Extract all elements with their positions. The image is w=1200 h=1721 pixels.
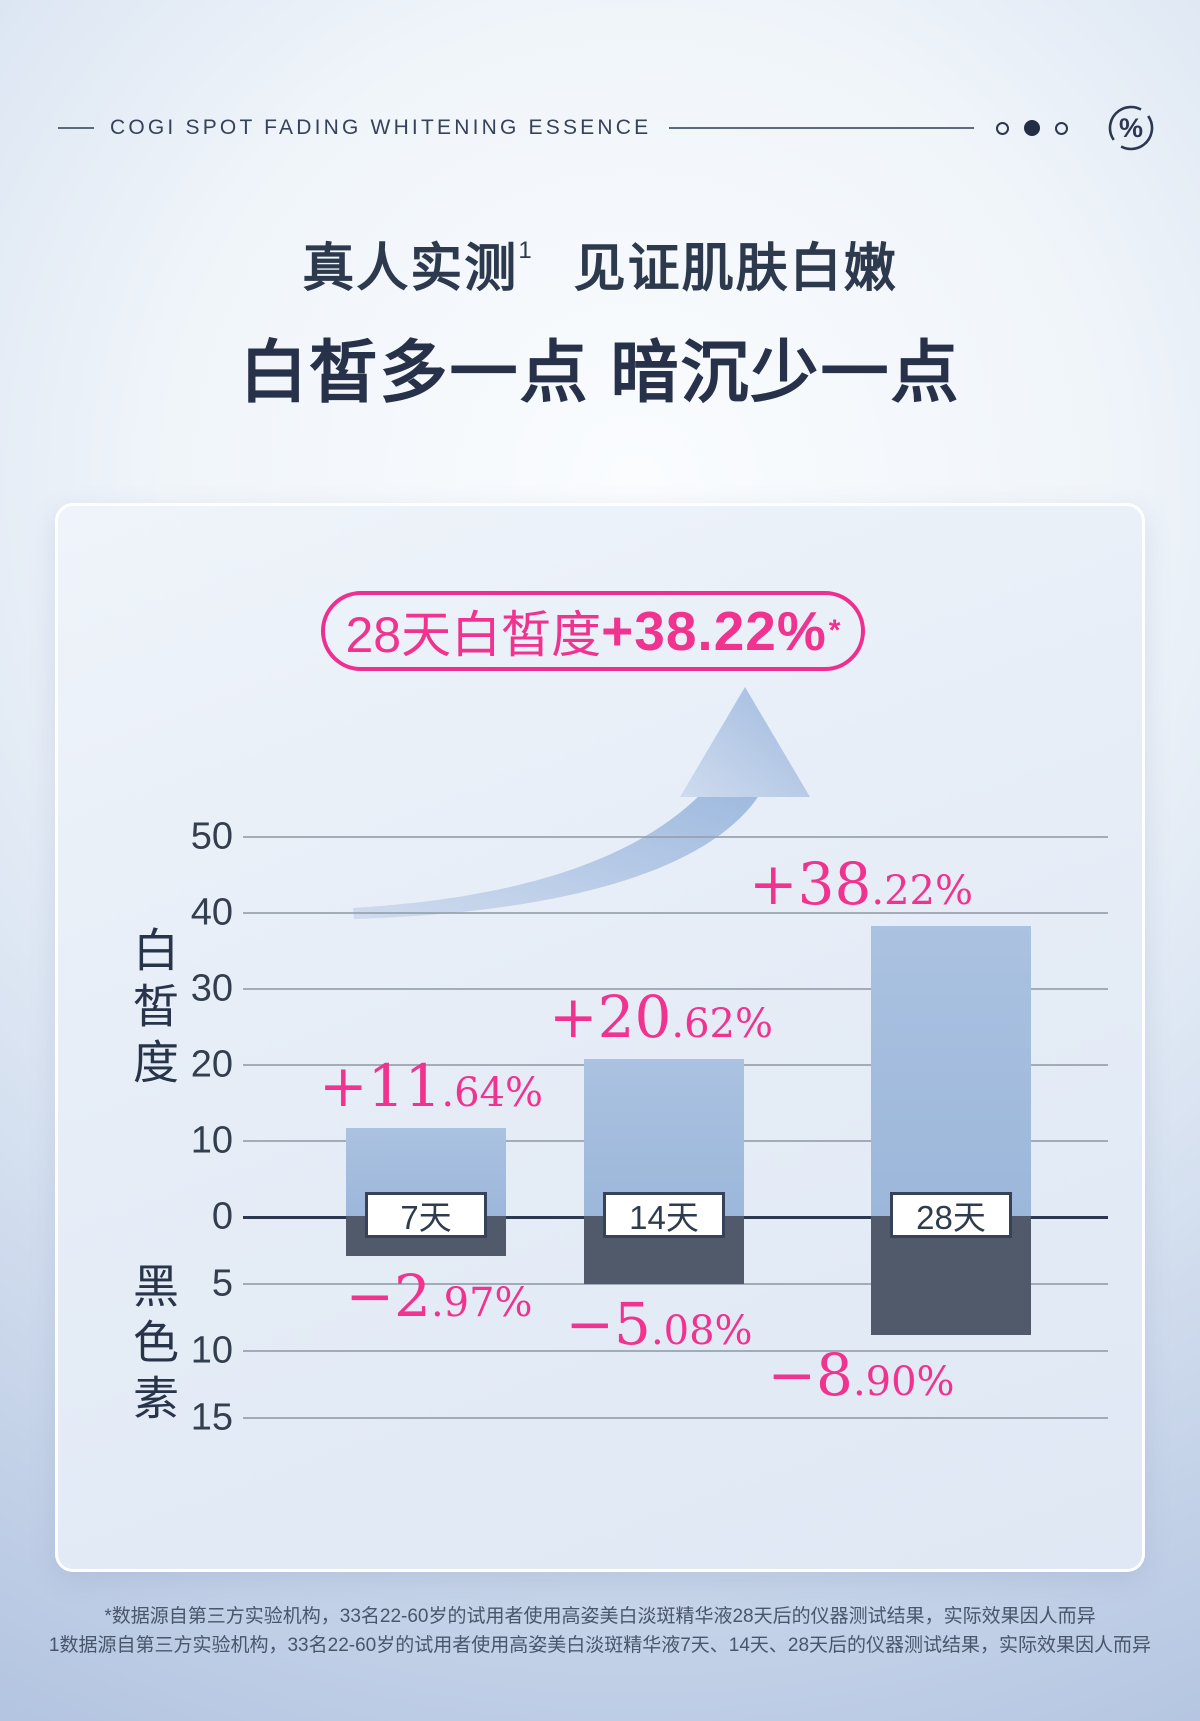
value-small: .08% [650,1308,753,1355]
melanin-value-label: −5.08% [565,1290,752,1358]
header-left-dash [58,127,94,129]
y-axis-tick: 15 [190,1396,233,1439]
category-label-7天: 7天 [365,1192,487,1238]
whiteness-value-label: +11.64% [319,1052,543,1120]
result-card: 28天白皙度 +38.22% * 白皙度 黑色素 50 40 30 20 10 0 5 10 15 +… [55,503,1145,1572]
hero-title-main: 真人实测 [302,240,519,298]
pager-dot-outline [996,121,1009,135]
hero-title-sup: 1 [518,237,534,264]
footnotes: *数据源自第三方实验机构，33名22-60岁的试用者使用高姿美白淡斑精华液28天… [0,1602,1200,1660]
hero-title-rest: 见证肌肤白嫩 [573,240,898,298]
melanin-value-label: −8.90% [767,1341,954,1409]
badge-asterisk: * [828,614,841,647]
whiteness-value-label: +38.22% [749,850,973,918]
melanin-value-label: −2.97% [345,1262,532,1330]
gridline [243,988,1108,990]
percent-glyph: % [1119,113,1143,143]
hero: 真人实测1 见证肌肤白嫩 白皙多一点 暗沉少一点 [0,226,1200,416]
y-axis-tick: 30 [190,967,233,1010]
value-small: .64% [441,1069,544,1116]
pager-dot-filled [1024,120,1040,136]
category-label-28天: 28天 [890,1192,1012,1238]
brand-line: COGI SPOT FADING WHITENING ESSENCE [110,116,652,139]
value-big: −5 [565,1290,651,1359]
y-axis-tick: 20 [190,1043,233,1086]
pager-dots [996,120,1068,136]
footnote-line-1: *数据源自第三方实验机构，33名22-60岁的试用者使用高姿美白淡斑精华液28天… [104,1606,1096,1627]
badge-value: +38.22% [601,600,827,662]
gridline [243,1417,1108,1419]
category-label-14天: 14天 [603,1192,725,1238]
value-small: .90% [852,1359,955,1406]
whiteness-value-label: +20.62% [549,983,773,1051]
result-badge: 28天白皙度 +38.22% * [321,591,865,671]
value-big: −2 [345,1261,431,1330]
y-axis-tick: 10 [190,1119,233,1162]
value-big: +20 [548,983,672,1052]
value-small: .62% [671,1001,774,1048]
percent-badge-icon: % [1108,105,1154,151]
y-axis-tick: 0 [211,1195,233,1238]
value-small: .97% [430,1279,533,1326]
hero-subtitle: 白皙多一点 暗沉少一点 [239,335,961,411]
value-small: .22% [871,867,974,914]
bar-whiteness-14天 [584,1059,744,1216]
header: COGI SPOT FADING WHITENING ESSENCE % [58,105,1156,151]
y-axis-tick: 50 [190,815,233,858]
badge-prefix: 28天白皙度 [345,607,602,663]
hero-title: 真人实测1 见证肌肤白嫩 [0,226,1200,301]
gridline [243,912,1108,914]
y-axis-tick: 10 [190,1329,233,1372]
gridline [243,836,1108,838]
value-big: +38 [748,849,872,918]
bar-whiteness-28天 [871,925,1031,1216]
gridline [243,1350,1108,1352]
y-axis-tick: 5 [211,1262,233,1305]
header-rule [669,127,974,129]
value-big: +11 [318,1051,442,1120]
y-axis-top-title: 白皙度 [127,926,179,1094]
y-axis-tick: 40 [190,891,233,934]
y-axis-bottom-title: 黑色素 [127,1262,179,1430]
value-big: −8 [767,1341,853,1410]
footnote-line-2: 1数据源自第三方实验机构，33名22-60岁的试用者使用高姿美白淡斑精华液7天、… [48,1635,1152,1656]
pager-dot-outline [1055,121,1068,135]
